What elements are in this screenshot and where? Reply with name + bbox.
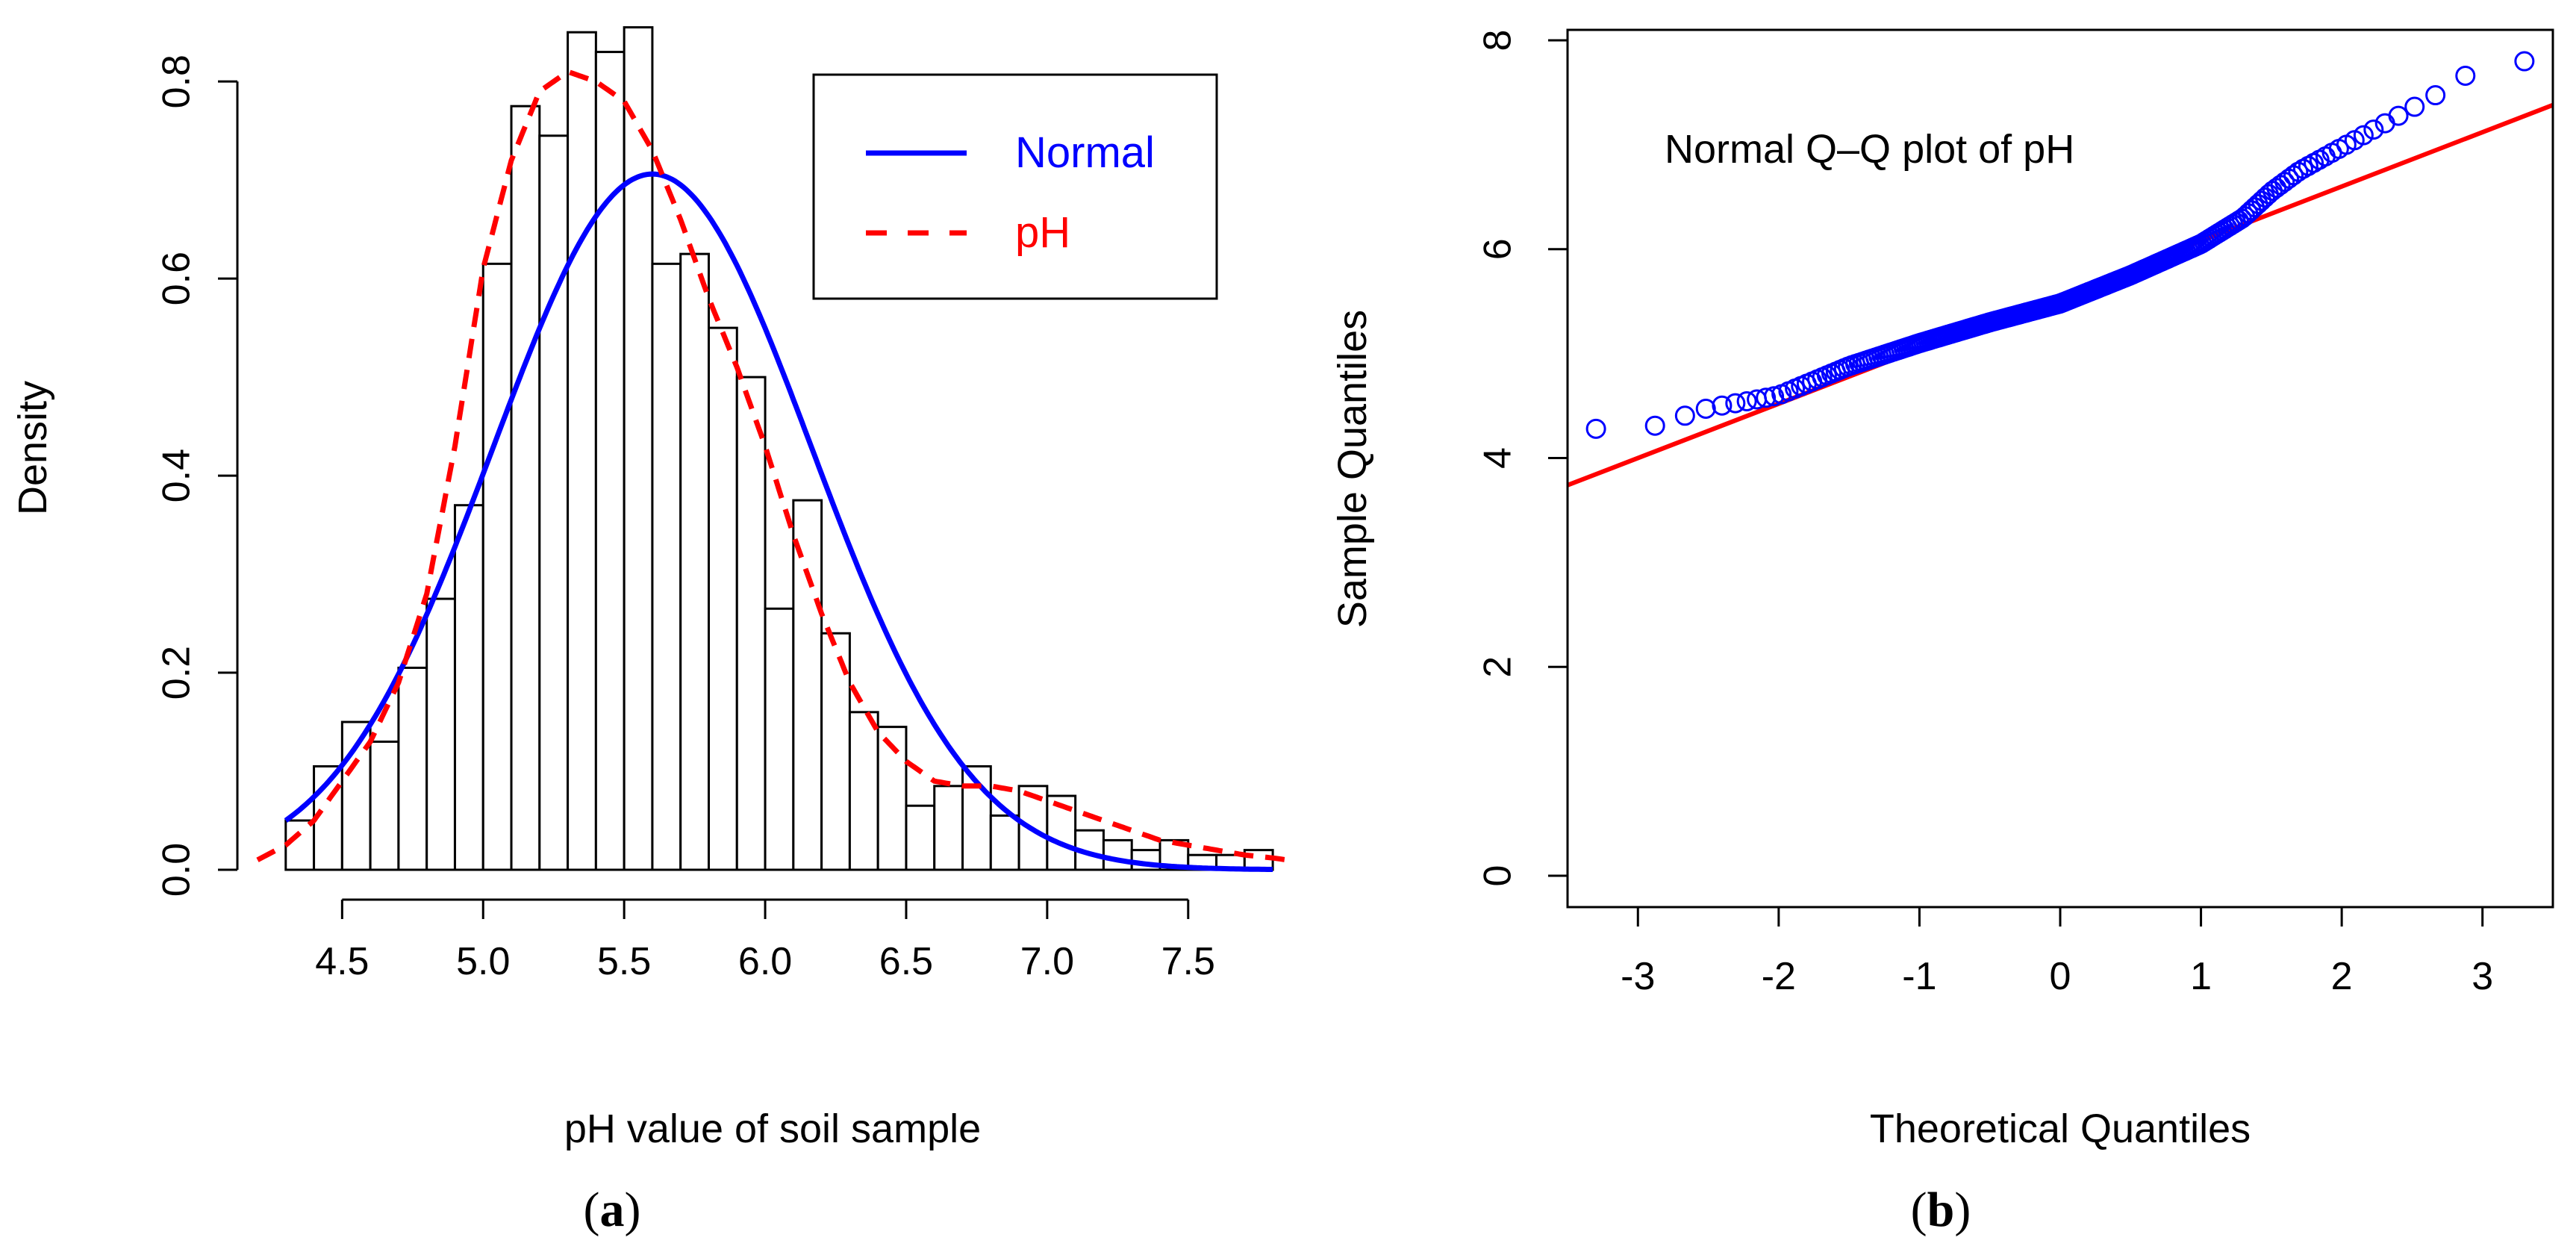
histogram-bar [538, 134, 570, 871]
histogram-bar [764, 607, 795, 871]
x-tick-label: 6.5 [879, 940, 933, 983]
histogram-bar [707, 326, 738, 871]
x-axis-title: Theoretical Quantiles [1870, 1106, 2251, 1151]
histogram-bar [735, 376, 767, 871]
x-tick-label: 0 [2050, 955, 2071, 998]
y-tick-label: 6 [1476, 238, 1520, 260]
x-tick-label: 3 [2471, 955, 2493, 998]
histogram-bar [369, 740, 400, 871]
qq-point [2248, 193, 2268, 214]
qq-point [2425, 85, 2446, 106]
x-tick-label: 2 [2331, 955, 2353, 998]
y-tick-label: 0.4 [155, 449, 199, 502]
histogram-bar [284, 819, 316, 871]
qq-point [2363, 119, 2384, 140]
x-tick-label: 6.0 [738, 940, 792, 983]
x-axis-title: pH value of soil sample [564, 1106, 981, 1151]
y-axis-title: Density [10, 381, 55, 515]
x-tick-label: 1 [2190, 955, 2212, 998]
panel-label-close: ) [625, 1183, 641, 1237]
histogram-bar [510, 105, 541, 871]
histogram-panel: 0.0 0.2 0.4 0.6 0.8 4.5 5.0 5.5 6.0 6.5 7.0 7.5 pH v… [10, 26, 1288, 1237]
x-tick-label: -2 [1762, 955, 1796, 998]
y-tick-label: 8 [1476, 30, 1520, 52]
panel-label-open: ( [1911, 1183, 1927, 1237]
qq-point [2514, 51, 2535, 72]
qq-point [1756, 387, 1777, 408]
qq-point [1644, 415, 1665, 436]
histogram-bar [594, 51, 626, 871]
x-tick-label: 7.0 [1020, 940, 1074, 983]
histogram-bar [848, 711, 879, 871]
qq-point [1712, 395, 1733, 416]
x-tick-label: -1 [1902, 955, 1936, 998]
histogram-bar [425, 597, 456, 871]
x-tick-label: -3 [1621, 955, 1655, 998]
y-tick-label: 0.0 [155, 843, 199, 897]
y-tick-label: 0.2 [155, 646, 199, 700]
qq-point [1725, 393, 1746, 414]
legend-normal-label: Normal [1015, 128, 1155, 177]
qq-point [1674, 405, 1695, 426]
qq-point [1764, 386, 1785, 407]
qq-plot-area [1568, 51, 2553, 488]
histogram-bar [453, 504, 484, 871]
qq-point [2404, 96, 2425, 117]
y-tick-label: 0 [1476, 865, 1520, 887]
ph-density-line [256, 69, 1288, 863]
histogram-bar [623, 26, 654, 871]
legend-box [812, 73, 1218, 300]
histogram-bar [876, 726, 908, 871]
panel-label-letter: a [600, 1183, 625, 1237]
histogram-bar [679, 252, 710, 871]
x-tick-label: 5.5 [597, 940, 651, 983]
histogram-bar [1102, 838, 1133, 871]
qq-point [2353, 125, 2374, 146]
histogram-bar [933, 785, 964, 871]
x-tick-label: 4.5 [315, 940, 369, 983]
y-tick-label: 0.8 [155, 55, 199, 108]
histogram-bar [481, 262, 513, 871]
qq-point [2388, 105, 2409, 126]
qq-point [2455, 65, 2476, 86]
qq-point [2251, 190, 2272, 211]
histogram-bar [651, 262, 682, 871]
qq-point [1585, 418, 1606, 439]
y-tick-label: 4 [1476, 447, 1520, 469]
x-tick-label: 7.5 [1161, 940, 1215, 983]
panel-label-open: ( [584, 1183, 600, 1237]
panel-label-close: ) [1954, 1183, 1971, 1237]
qq-point [1736, 390, 1757, 411]
normal-density-line [284, 171, 1273, 872]
histogram-bar [905, 804, 936, 871]
x-tick-label: 5.0 [456, 940, 510, 983]
legend-ph-label: pH [1015, 208, 1070, 257]
y-tick-label: 0.6 [155, 252, 199, 305]
qq-point [2288, 161, 2309, 182]
histogram-bar [567, 31, 597, 871]
y-tick-label: 2 [1476, 656, 1520, 678]
panel-label-letter: b [1927, 1183, 1955, 1237]
histogram-bar [989, 814, 1020, 871]
qq-plot-panel: Normal Q–Q plot of pH 0 2 4 6 8 -3 -2 -1 0 1 2 3 Theo… [1330, 28, 2554, 1237]
qq-point [1695, 398, 1716, 419]
histogram-bar [792, 499, 823, 871]
panel-label-a: (a) [584, 1183, 641, 1237]
y-axis-title: Sample Quantiles [1330, 310, 1375, 628]
histogram-bar [397, 666, 428, 871]
qq-plot-title: Normal Q–Q plot of pH [1665, 127, 2074, 172]
panel-label-b: (b) [1911, 1183, 1971, 1237]
